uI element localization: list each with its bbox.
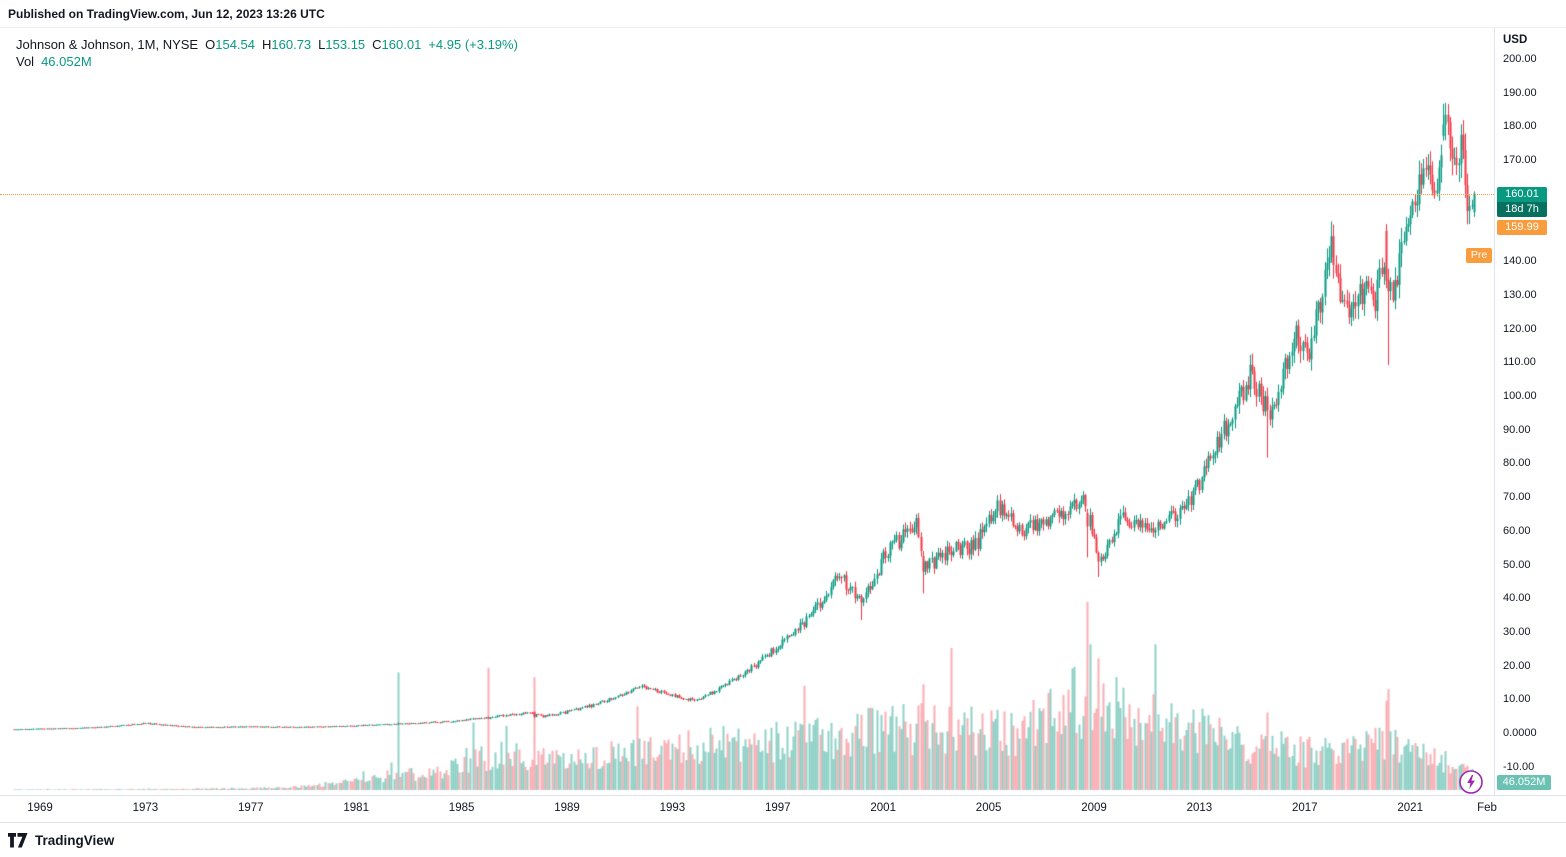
- legend-change: +4.95 (+3.19%): [428, 37, 518, 52]
- price-axis-label: 120.00: [1503, 322, 1537, 335]
- price-axis-label: 80.00: [1503, 457, 1531, 470]
- time-axis-label: 2001: [870, 802, 896, 814]
- footer: TradingView: [0, 822, 1566, 857]
- time-axis-end-label: Feb: [1477, 802, 1497, 814]
- tradingview-logo-icon[interactable]: [8, 832, 28, 848]
- legend-volume-row: Vol 46.052M: [16, 53, 518, 70]
- premarket-price-line: [0, 193, 1494, 195]
- time-axis-label: 1981: [343, 802, 369, 814]
- published-header: Published on TradingView.com, Jun 12, 20…: [0, 0, 1566, 28]
- published-text: Published on TradingView.com, Jun 12, 20…: [8, 7, 325, 21]
- time-axis-label: 2009: [1081, 802, 1107, 814]
- price-axis-label: 60.00: [1503, 524, 1531, 537]
- price-axis: USD 160.01 18d 7h 159.99 46.052M 200.00 1…: [1494, 28, 1566, 795]
- price-axis-label: 50.00: [1503, 558, 1531, 571]
- chart-plot-area: Johnson & Johnson, 1M, NYSE O154.54 H160…: [0, 28, 1494, 795]
- volume-label: Vol: [16, 54, 35, 69]
- time-axis: 1969 1973 1977 1981 1985 1989 1993 1997 2001 2005…: [0, 795, 1566, 823]
- legend-open: O154.54: [205, 37, 255, 52]
- price-axis-label: 70.00: [1503, 491, 1531, 504]
- chart-legend: Johnson & Johnson, 1M, NYSE O154.54 H160…: [16, 36, 518, 70]
- price-axis-label: 140.00: [1503, 255, 1537, 268]
- time-axis-label: 1973: [132, 802, 159, 814]
- lightning-icon: [1459, 770, 1483, 794]
- price-axis-label: -10.00: [1503, 760, 1535, 773]
- symbol-title: Johnson & Johnson, 1M, NYSE: [16, 37, 199, 52]
- legend-high: H160.73: [262, 37, 312, 52]
- time-axis-label: 1985: [448, 802, 475, 814]
- price-axis-label: 40.00: [1503, 592, 1531, 605]
- price-axis-label: 180.00: [1503, 120, 1537, 133]
- premarket-price-badge: 159.99: [1497, 220, 1547, 235]
- premarket-tag: Pre: [1466, 248, 1492, 263]
- time-axis-label: 1997: [765, 802, 791, 814]
- price-axis-label: 0.0000: [1503, 727, 1537, 739]
- flash-boost-button[interactable]: [1458, 769, 1484, 795]
- price-axis-label: 30.00: [1503, 625, 1531, 638]
- price-axis-label: 130.00: [1503, 288, 1537, 301]
- last-price-badge: 160.01: [1497, 187, 1547, 202]
- volume-value: 46.052M: [41, 54, 92, 69]
- time-axis-label: 1993: [659, 802, 686, 814]
- price-axis-label: 10.00: [1503, 693, 1531, 706]
- legend-symbol-row: Johnson & Johnson, 1M, NYSE O154.54 H160…: [16, 36, 518, 53]
- price-axis-label: 90.00: [1503, 423, 1531, 436]
- time-axis-label: 2013: [1186, 802, 1213, 814]
- volume-badge: 46.052M: [1497, 775, 1551, 790]
- price-axis-label: 170.00: [1503, 154, 1537, 167]
- tradingview-brand[interactable]: TradingView: [35, 832, 115, 848]
- legend-low: L153.15: [318, 37, 366, 52]
- price-axis-label: 20.00: [1503, 659, 1531, 672]
- currency-label: USD: [1503, 34, 1528, 46]
- price-axis-label: 100.00: [1503, 390, 1537, 402]
- time-axis-label: 2005: [975, 802, 1002, 814]
- time-axis-label: 1969: [27, 802, 53, 814]
- time-axis-label: 2021: [1397, 802, 1423, 814]
- price-axis-label: 200.00: [1503, 53, 1537, 65]
- bar-countdown-badge: 18d 7h: [1497, 202, 1547, 217]
- price-axis-label: 110.00: [1503, 356, 1536, 369]
- legend-close: C160.01: [372, 37, 422, 52]
- price-chart-canvas[interactable]: [0, 28, 1494, 795]
- price-axis-label: 190.00: [1503, 86, 1537, 99]
- time-axis-label: 1989: [554, 802, 580, 814]
- time-axis-label: 2017: [1292, 802, 1318, 814]
- time-axis-label: 1977: [238, 802, 264, 814]
